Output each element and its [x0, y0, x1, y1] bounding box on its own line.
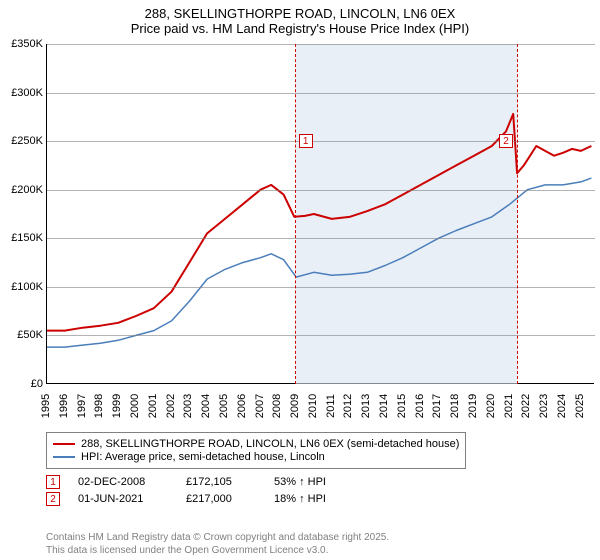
x-axis-label: 2000 — [129, 394, 141, 418]
x-axis-label: 2021 — [503, 394, 515, 418]
event-date: 01-JUN-2021 — [78, 493, 168, 505]
x-axis-label: 2013 — [360, 394, 372, 418]
x-axis-label: 1997 — [76, 394, 88, 418]
gridline — [47, 93, 595, 94]
x-axis-label: 2002 — [165, 394, 177, 418]
x-axis-label: 2024 — [556, 394, 568, 418]
legend-label-1: 288, SKELLINGTHORPE ROAD, LINCOLN, LN6 0… — [81, 438, 459, 450]
plot-region: £0£50K£100K£150K£200K£250K£300K£350K12 — [46, 44, 594, 384]
marker-label: 1 — [299, 134, 313, 148]
event-price: £172,105 — [186, 476, 256, 488]
legend-block: 288, SKELLINGTHORPE ROAD, LINCOLN, LN6 0… — [46, 432, 590, 509]
series-line — [47, 178, 591, 347]
title-address: 288, SKELLINGTHORPE ROAD, LINCOLN, LN6 0… — [0, 6, 600, 21]
x-axis-label: 2014 — [378, 394, 390, 418]
x-axis-label: 2009 — [289, 394, 301, 418]
x-axis-label: 1998 — [93, 394, 105, 418]
x-axis-label: 2011 — [325, 394, 337, 418]
x-axis-label: 1995 — [40, 394, 52, 418]
legend-swatch-2 — [53, 456, 75, 458]
x-axis-label: 2006 — [236, 394, 248, 418]
event-date: 02-DEC-2008 — [78, 476, 168, 488]
event-marker: 1 — [46, 475, 60, 489]
x-axis-label: 2019 — [467, 394, 479, 418]
marker-line — [295, 44, 296, 384]
x-axis-label: 2025 — [574, 394, 586, 418]
x-axis-label: 2005 — [218, 394, 230, 418]
x-axis-label: 2008 — [271, 394, 283, 418]
event-row: 2 01-JUN-2021 £217,000 18% ↑ HPI — [46, 492, 590, 506]
chart-area: £0£50K£100K£150K£200K£250K£300K£350K12 1… — [46, 44, 594, 414]
event-marker: 2 — [46, 492, 60, 506]
marker-line — [517, 44, 518, 384]
gridline — [47, 238, 595, 239]
event-price: £217,000 — [186, 493, 256, 505]
x-axis-label: 2012 — [342, 394, 354, 418]
events-table: 1 02-DEC-2008 £172,105 53% ↑ HPI 2 01-JUN-202… — [46, 475, 590, 506]
event-delta: 53% ↑ HPI — [274, 476, 326, 488]
x-axis-label: 2023 — [538, 394, 550, 418]
x-axis-label: 2003 — [182, 394, 194, 418]
footnote-line1: Contains HM Land Registry data © Crown c… — [46, 532, 389, 545]
x-axis-label: 2001 — [147, 394, 159, 418]
event-delta: 18% ↑ HPI — [274, 493, 326, 505]
y-axis-label: £300K — [1, 87, 43, 99]
x-axis-label: 2007 — [254, 394, 266, 418]
title-subtitle: Price paid vs. HM Land Registry's House … — [0, 21, 600, 36]
x-axis-label: 2015 — [396, 394, 408, 418]
y-axis-label: £0 — [1, 378, 43, 390]
y-axis-label: £50K — [1, 329, 43, 341]
x-axis-label: 1996 — [58, 394, 70, 418]
x-axis-label: 2022 — [520, 394, 532, 418]
y-axis-label: £150K — [1, 232, 43, 244]
x-axis-label: 2017 — [431, 394, 443, 418]
legend-box: 288, SKELLINGTHORPE ROAD, LINCOLN, LN6 0… — [46, 432, 466, 469]
gridline — [47, 44, 595, 45]
line-svg — [47, 44, 595, 384]
legend-row: HPI: Average price, semi-detached house,… — [53, 451, 459, 463]
footnote-line2: This data is licensed under the Open Gov… — [46, 545, 389, 558]
gridline — [47, 335, 595, 336]
x-axis-label: 1999 — [111, 394, 123, 418]
x-axis-label: 2020 — [485, 394, 497, 418]
chart-container: 288, SKELLINGTHORPE ROAD, LINCOLN, LN6 0… — [0, 0, 600, 560]
legend-row: 288, SKELLINGTHORPE ROAD, LINCOLN, LN6 0… — [53, 438, 459, 450]
x-axis-label: 2004 — [200, 394, 212, 418]
legend-label-2: HPI: Average price, semi-detached house,… — [81, 451, 325, 463]
event-row: 1 02-DEC-2008 £172,105 53% ↑ HPI — [46, 475, 590, 489]
x-axis-label: 2010 — [307, 394, 319, 418]
x-axis-label: 2016 — [414, 394, 426, 418]
y-axis-label: £250K — [1, 135, 43, 147]
y-axis-label: £100K — [1, 281, 43, 293]
footnote: Contains HM Land Registry data © Crown c… — [46, 532, 389, 557]
x-axis-label: 2018 — [449, 394, 461, 418]
marker-label: 2 — [499, 134, 513, 148]
gridline — [47, 190, 595, 191]
title-block: 288, SKELLINGTHORPE ROAD, LINCOLN, LN6 0… — [0, 0, 600, 36]
y-axis-label: £200K — [1, 184, 43, 196]
gridline — [47, 287, 595, 288]
legend-swatch-1 — [53, 443, 75, 445]
y-axis-label: £350K — [1, 38, 43, 50]
